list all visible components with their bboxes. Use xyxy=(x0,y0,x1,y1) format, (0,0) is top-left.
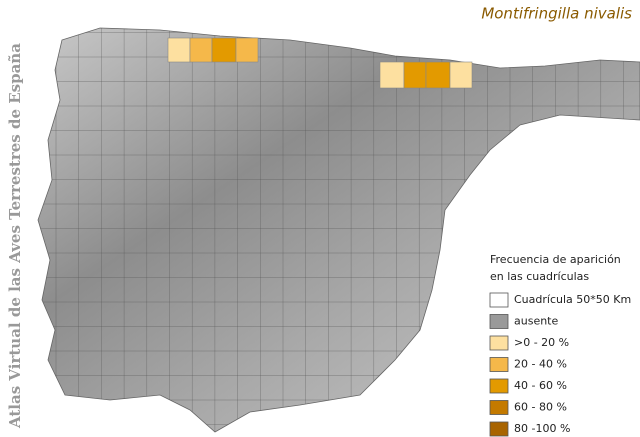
legend-label: 80 -100 % xyxy=(514,422,570,435)
legend-label: 40 - 60 % xyxy=(514,379,567,392)
legend-label: >0 - 20 % xyxy=(514,336,569,349)
legend-label: Cuadrícula 50*50 Km xyxy=(514,293,631,306)
legend-title: Frecuencia de aparición xyxy=(490,253,621,266)
legend-label: ausente xyxy=(514,315,558,328)
legend-swatch xyxy=(489,335,509,351)
legend-swatch xyxy=(489,400,509,415)
legend-swatch xyxy=(489,292,509,308)
occupied-cells xyxy=(167,37,473,89)
atlas-title: Atlas Virtual de las Aves Terrestres de … xyxy=(6,43,24,429)
legend-swatch xyxy=(489,357,509,372)
legend-label: 60 - 80 % xyxy=(514,401,567,414)
legend-swatch xyxy=(489,421,509,437)
legend-swatch xyxy=(489,314,509,329)
species-title: Montifringilla nivalis xyxy=(481,5,632,23)
legend-title: en las cuadrículas xyxy=(490,270,589,283)
legend-swatch xyxy=(489,378,509,394)
legend-label: 20 - 40 % xyxy=(514,358,567,371)
land xyxy=(37,27,640,433)
legend: Frecuencia de aparición en las cuadrícul… xyxy=(489,253,631,437)
